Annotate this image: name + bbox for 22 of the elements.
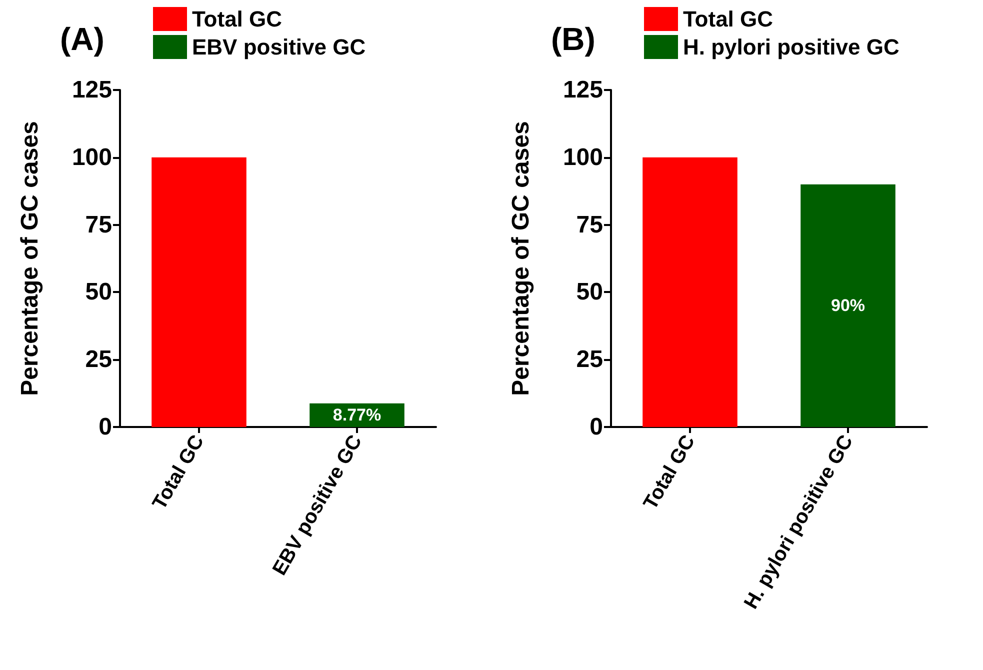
legend-label: Total GC	[683, 6, 774, 32]
data-label: 8.77%	[332, 406, 382, 425]
y-tick-label: 75	[576, 211, 603, 238]
y-axis-title: Percentage of GC cases	[508, 121, 534, 396]
legend-label: EBV positive GC	[192, 34, 366, 60]
y-tick-label: 75	[85, 211, 112, 238]
y-tick-label: 100	[72, 144, 112, 171]
chart-title: (B)	[551, 21, 596, 57]
legend-label: Total GC	[192, 6, 282, 32]
y-tick-label: 0	[590, 414, 603, 440]
y-tick-label: 100	[562, 144, 603, 171]
y-tick-label: 125	[72, 76, 112, 104]
y-tick-label: 50	[85, 278, 112, 306]
y-tick-label: 0	[98, 414, 112, 440]
y-tick-label: 125	[562, 76, 603, 104]
y-axis-title: Percentage of GC cases	[16, 121, 44, 396]
legend-label: H. pylori positive GC	[683, 34, 900, 60]
chart-title: (A)	[60, 21, 104, 57]
y-tick-label: 25	[85, 346, 112, 374]
data-label: 90%	[830, 296, 866, 316]
y-tick-label: 25	[576, 346, 603, 374]
y-tick-label: 50	[576, 278, 603, 306]
